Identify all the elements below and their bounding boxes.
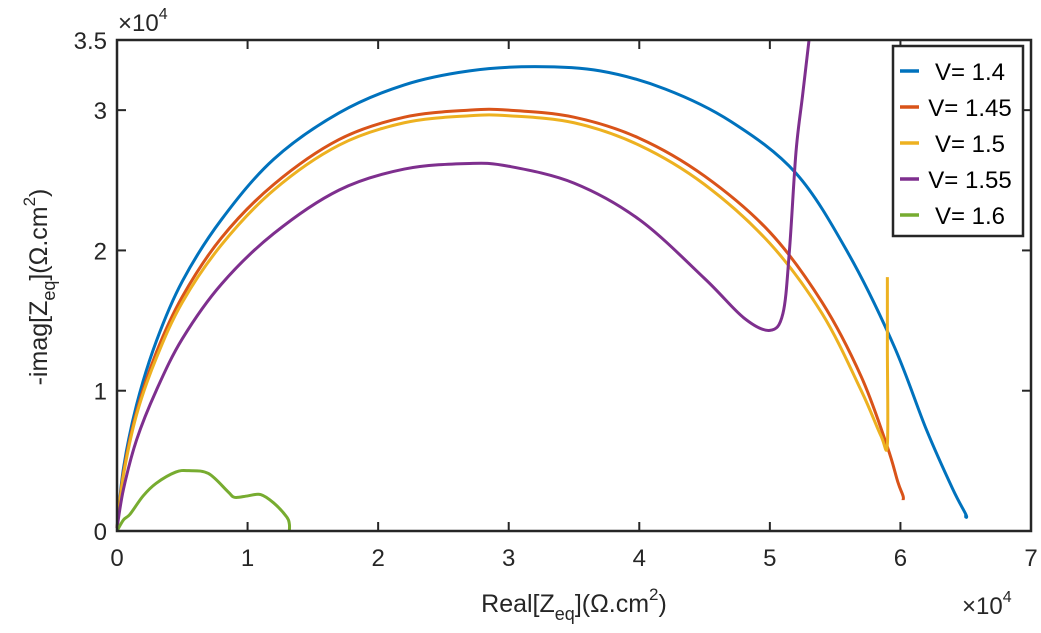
legend: V= 1.4 V= 1.45 V= 1.5 V= 1.55 V= 1.6 — [891, 44, 1025, 238]
series-layer — [115, 39, 969, 532]
x-axis-label: Real[Zeq](Ω.cm2) — [481, 585, 667, 624]
tick-layer: 0 1 2 3 4 5 6 7 0 1 2 3 3.5 — [74, 28, 1038, 572]
legend-label: V= 1.45 — [928, 95, 1011, 122]
legend-label: V= 1.5 — [935, 131, 1005, 158]
y-tick-label: 3.5 — [74, 28, 107, 55]
series-line-1 — [115, 65, 969, 529]
legend-box — [891, 44, 1025, 238]
x-multiplier: ×104 — [962, 589, 1012, 620]
series-line-3 — [115, 113, 890, 529]
y-multiplier: ×104 — [118, 6, 168, 37]
x-tick-label: 7 — [1024, 545, 1037, 572]
legend-label: V= 1.6 — [935, 203, 1005, 230]
legend-items: V= 1.4 V= 1.45 V= 1.5 V= 1.55 V= 1.6 — [900, 59, 1012, 230]
legend-label: V= 1.4 — [935, 59, 1005, 86]
series-line-5 — [115, 468, 292, 532]
y-axis-label: -imag[Zeq](Ω.cm2) — [20, 189, 59, 386]
x-tick-label: 5 — [763, 545, 776, 572]
y-tick-label: 2 — [94, 238, 107, 265]
series-line-2 — [115, 107, 905, 529]
y-tick-label: 0 — [94, 519, 107, 546]
x-tick-label: 0 — [110, 545, 123, 572]
x-tick-label: 4 — [633, 545, 646, 572]
x-tick-label: 2 — [371, 545, 384, 572]
y-tick-label: 3 — [94, 98, 107, 125]
x-tick-label: 6 — [894, 545, 907, 572]
x-tick-label: 1 — [241, 545, 254, 572]
y-tick-label: 1 — [94, 379, 107, 406]
series-line-4 — [115, 39, 811, 529]
plot-frame — [115, 38, 1033, 533]
legend-label: V= 1.55 — [928, 167, 1011, 194]
x-tick-label: 3 — [502, 545, 515, 572]
